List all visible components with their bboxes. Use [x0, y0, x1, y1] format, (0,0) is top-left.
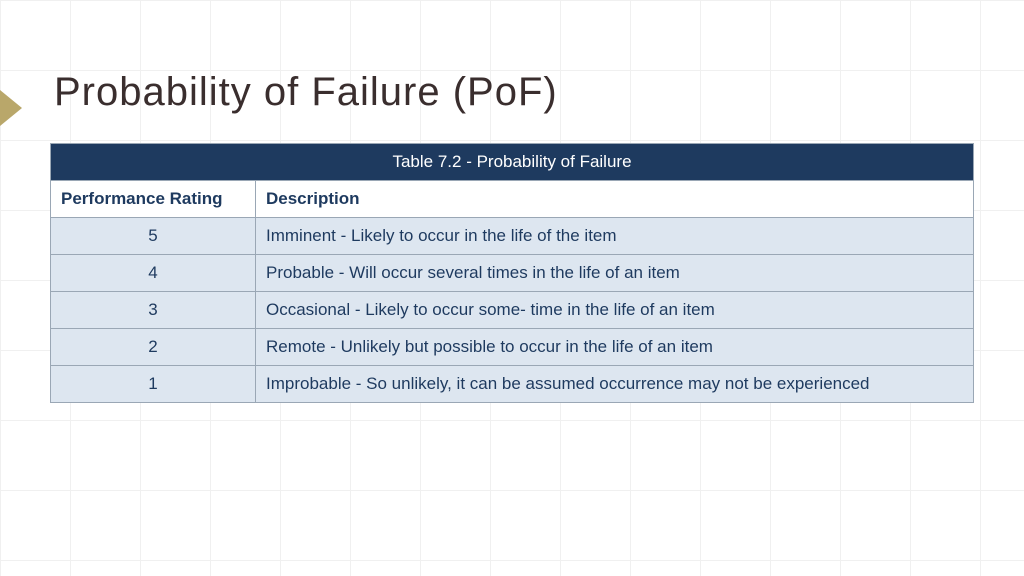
cell-description: Probable - Will occur several times in t…	[256, 255, 974, 292]
cell-description: Remote - Unlikely but possible to occur …	[256, 329, 974, 366]
cell-description: Occasional - Likely to occur some- time …	[256, 292, 974, 329]
col-header-rating: Performance Rating	[51, 181, 256, 218]
table-caption-row: Table 7.2 - Probability of Failure	[51, 144, 974, 181]
slide-arrow-icon	[0, 90, 22, 126]
cell-rating: 4	[51, 255, 256, 292]
cell-description: Improbable - So unlikely, it can be assu…	[256, 366, 974, 403]
pof-table: Table 7.2 - Probability of Failure Perfo…	[50, 143, 974, 403]
table-header-row: Performance Rating Description	[51, 181, 974, 218]
table-row: 2 Remote - Unlikely but possible to occu…	[51, 329, 974, 366]
table-caption: Table 7.2 - Probability of Failure	[51, 144, 974, 181]
table-row: 1 Improbable - So unlikely, it can be as…	[51, 366, 974, 403]
cell-rating: 5	[51, 218, 256, 255]
cell-rating: 1	[51, 366, 256, 403]
cell-description: Imminent - Likely to occur in the life o…	[256, 218, 974, 255]
slide-title: Probability of Failure (PoF)	[54, 70, 974, 115]
col-header-description: Description	[256, 181, 974, 218]
table-row: 4 Probable - Will occur several times in…	[51, 255, 974, 292]
slide-content: Probability of Failure (PoF) Table 7.2 -…	[0, 0, 1024, 403]
cell-rating: 2	[51, 329, 256, 366]
table-row: 3 Occasional - Likely to occur some- tim…	[51, 292, 974, 329]
cell-rating: 3	[51, 292, 256, 329]
table-row: 5 Imminent - Likely to occur in the life…	[51, 218, 974, 255]
